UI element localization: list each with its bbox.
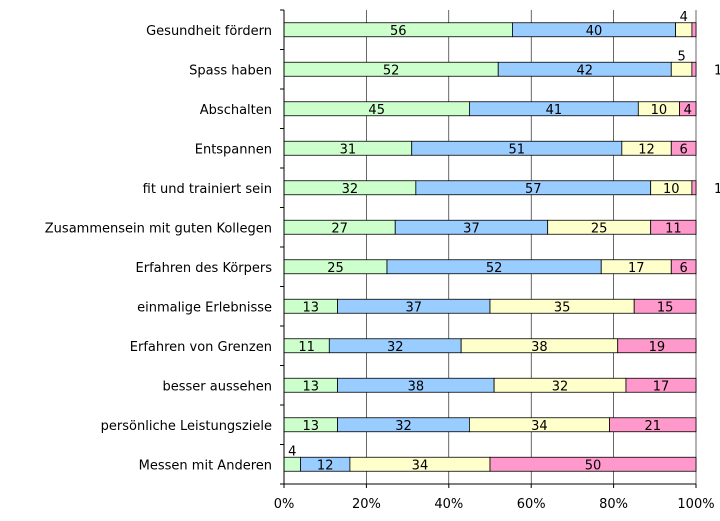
data-label: 4 <box>288 444 296 459</box>
bar-segment <box>489 456 697 472</box>
data-label: 15 <box>657 300 674 315</box>
data-label: 13 <box>303 300 320 315</box>
x-tick-label: 40% <box>434 497 463 512</box>
data-label: 1 <box>714 63 720 78</box>
data-label: 32 <box>342 182 359 197</box>
category-label: fit und trainiert sein <box>143 182 272 197</box>
category-label: besser aussehen <box>163 379 273 394</box>
data-label: 19 <box>649 340 666 355</box>
bar-segment <box>625 377 697 393</box>
data-label: 1 <box>714 182 720 197</box>
data-label: 51 <box>509 142 526 157</box>
bar-segment <box>691 22 697 38</box>
bar-segment <box>691 61 697 77</box>
data-label: 35 <box>554 300 571 315</box>
data-label: 37 <box>463 221 480 236</box>
data-label: 10 <box>651 103 668 118</box>
x-tick-label: 60% <box>517 497 546 512</box>
bar-segment <box>609 417 697 433</box>
data-label: 11 <box>298 340 315 355</box>
data-label: 21 <box>644 419 661 434</box>
category-label: Erfahren des Körpers <box>136 261 273 276</box>
x-tick-label: 20% <box>352 497 381 512</box>
data-label: 52 <box>486 261 503 276</box>
bar-segment <box>691 180 697 196</box>
data-label: 13 <box>303 419 320 434</box>
data-label: 4 <box>684 103 692 118</box>
data-label: 42 <box>576 63 593 78</box>
data-label: 32 <box>395 419 412 434</box>
data-label: 31 <box>340 142 357 157</box>
data-label: 12 <box>638 142 655 157</box>
x-tick-label: 80% <box>599 497 628 512</box>
data-label: 34 <box>412 458 429 473</box>
data-label: 25 <box>591 221 608 236</box>
category-label: Gesundheit fördern <box>146 24 272 39</box>
data-label: 27 <box>331 221 348 236</box>
data-label: 5 <box>677 49 685 64</box>
category-label: Abschalten <box>200 103 272 118</box>
axes <box>280 9 697 488</box>
data-label: 12 <box>317 458 334 473</box>
data-label: 56 <box>390 24 407 39</box>
bar-segment <box>675 22 693 38</box>
bar-segment <box>633 298 697 314</box>
data-label: 38 <box>531 340 548 355</box>
data-label: 32 <box>387 340 404 355</box>
category-label: Messen mit Anderen <box>139 458 272 473</box>
category-label: Erfahren von Grenzen <box>130 340 272 355</box>
data-label: 34 <box>531 419 548 434</box>
data-label: 37 <box>406 300 423 315</box>
bar-segment <box>617 338 697 354</box>
data-label: 13 <box>303 379 320 394</box>
bar-segment <box>670 140 697 156</box>
category-label: einmalige Erlebnisse <box>137 300 272 315</box>
data-label: 32 <box>552 379 569 394</box>
category-label: persönliche Leistungsziele <box>101 419 272 434</box>
data-label: 57 <box>525 182 542 197</box>
data-label: 45 <box>368 103 385 118</box>
gridlines <box>366 10 697 484</box>
x-tick-label: 100% <box>677 497 714 512</box>
data-label: 50 <box>585 458 602 473</box>
bar-segment <box>650 219 697 235</box>
bar-segment <box>679 101 697 117</box>
x-tick-label: 0% <box>274 497 295 512</box>
data-label: 10 <box>663 182 680 197</box>
data-label: 17 <box>653 379 670 394</box>
bars <box>283 22 697 472</box>
category-label: Spass haben <box>189 63 272 78</box>
category-label: Entspannen <box>195 142 272 157</box>
data-label: 11 <box>665 221 682 236</box>
data-label: 40 <box>586 24 603 39</box>
bar-segment <box>670 61 693 77</box>
data-label: 6 <box>679 142 687 157</box>
data-label: 41 <box>546 103 563 118</box>
data-label: 38 <box>408 379 425 394</box>
data-label: 52 <box>383 63 400 78</box>
data-label: 4 <box>680 10 688 25</box>
data-label: 17 <box>628 261 645 276</box>
data-label: 6 <box>679 261 687 276</box>
category-label: Zusammensein mit guten Kollegen <box>45 221 272 236</box>
bar-segment <box>670 259 697 275</box>
bar-segment <box>283 456 301 472</box>
data-label: 25 <box>327 261 344 276</box>
